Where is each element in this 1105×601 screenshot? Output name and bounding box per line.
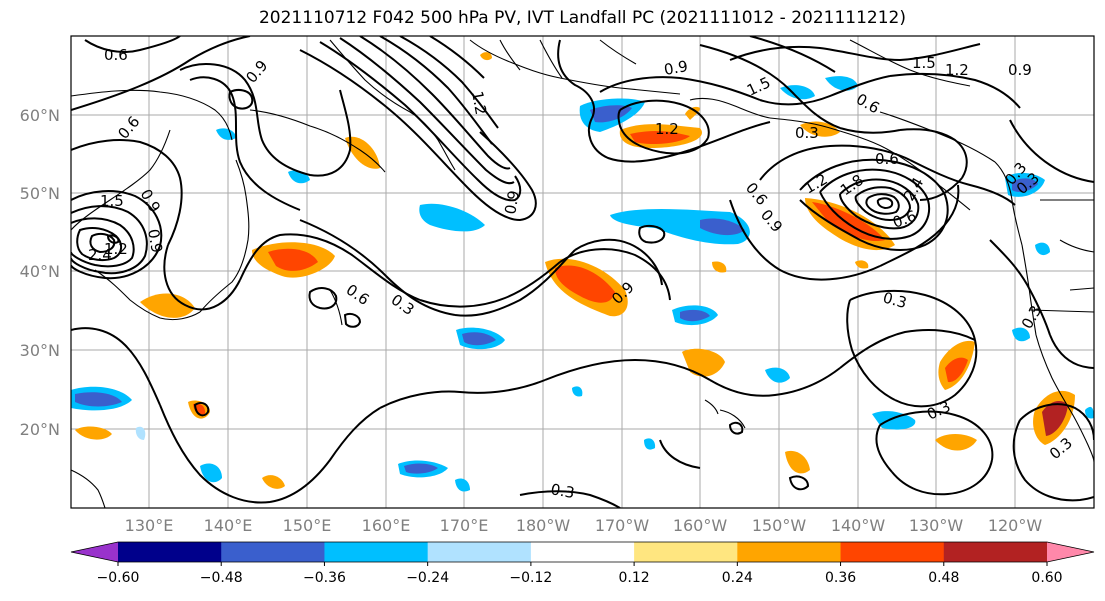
longitude-labels: 130°E 140°E 150°E 160°E 170°E 180°W 170°… <box>125 516 1043 535</box>
svg-text:0.9: 0.9 <box>501 189 523 216</box>
lon-label-150w: 150°W <box>752 516 807 535</box>
colorbar-segment <box>737 542 842 562</box>
negative-anomaly-patches <box>71 76 1094 492</box>
svg-text:1.2: 1.2 <box>945 61 969 79</box>
colorbar-segment <box>324 542 429 562</box>
svg-text:1.2: 1.2 <box>104 240 128 258</box>
lon-label-140e: 140°E <box>204 516 253 535</box>
lon-label-130w: 130°W <box>909 516 964 535</box>
svg-text:0.3: 0.3 <box>881 288 909 312</box>
svg-text:0.9: 0.9 <box>1008 61 1032 79</box>
colorbar-tick-label: −0.48 <box>200 570 243 586</box>
colorbar-extend-min <box>71 542 118 562</box>
svg-text:1.5: 1.5 <box>912 54 936 72</box>
svg-text:1.2: 1.2 <box>468 90 490 117</box>
svg-text:0.3: 0.3 <box>549 480 576 502</box>
colorbar-tick-label: 0.36 <box>825 570 856 586</box>
colorbar-tick-label: 0.12 <box>619 570 650 586</box>
lon-label-130e: 130°E <box>125 516 174 535</box>
lon-label-180w: 180°W <box>516 516 571 535</box>
colorbar-segment <box>530 542 635 562</box>
colorbar-segment <box>118 542 222 562</box>
lat-label-40n: 40°N <box>20 262 60 281</box>
lon-label-170e: 170°E <box>440 516 489 535</box>
positive-anomaly-patches <box>75 52 1075 489</box>
svg-text:1.2: 1.2 <box>655 120 679 138</box>
colorbar-tick-label: 0.48 <box>928 570 959 586</box>
svg-text:2.4: 2.4 <box>88 246 112 264</box>
colorbar-tick-label: −0.60 <box>97 570 140 586</box>
colorbar-tick-label: −0.36 <box>303 570 346 586</box>
lon-label-120w: 120°W <box>988 516 1043 535</box>
svg-text:0.9: 0.9 <box>663 57 690 79</box>
map-title: 2021110712 F042 500 hPa PV, IVT Landfall… <box>258 8 906 28</box>
lon-label-170w: 170°W <box>595 516 650 535</box>
colorbar-tick-label: 0.60 <box>1031 570 1062 586</box>
colorbar-segment <box>221 542 325 562</box>
svg-text:0.9: 0.9 <box>144 228 166 255</box>
lon-label-160w: 160°W <box>673 516 728 535</box>
lon-label-140w: 140°W <box>831 516 886 535</box>
coastlines <box>71 39 1094 508</box>
lat-label-30n: 30°N <box>20 341 60 360</box>
lat-label-50n: 50°N <box>20 184 60 203</box>
svg-text:1.5: 1.5 <box>100 192 124 210</box>
colorbar-extend-max <box>1047 542 1094 562</box>
lat-label-60n: 60°N <box>20 106 60 125</box>
colorbar-segment <box>634 542 738 562</box>
colorbar-segment <box>943 542 1048 562</box>
pv-contours <box>71 36 1094 508</box>
svg-text:0.3: 0.3 <box>795 124 819 142</box>
map-border <box>70 35 1095 509</box>
colorbar-segment <box>427 542 532 562</box>
colorbar: −0.60 −0.48 −0.36 −0.24 −0.12 0.12 0.24 0.36 0.4… <box>70 541 1095 586</box>
svg-text:0.6: 0.6 <box>104 46 128 64</box>
lon-label-150e: 150°E <box>283 516 332 535</box>
lat-label-20n: 20°N <box>20 420 60 439</box>
latitude-labels: 60°N 50°N 40°N 30°N 20°N <box>20 106 60 439</box>
colorbar-tick-label: −0.12 <box>509 570 552 586</box>
colorbar-tick-label: −0.24 <box>406 570 449 586</box>
svg-text:0.6: 0.6 <box>875 150 899 168</box>
colorbar-tick-label: 0.24 <box>722 570 753 586</box>
colorbar-segment <box>840 542 945 562</box>
lon-label-160e: 160°E <box>362 516 411 535</box>
